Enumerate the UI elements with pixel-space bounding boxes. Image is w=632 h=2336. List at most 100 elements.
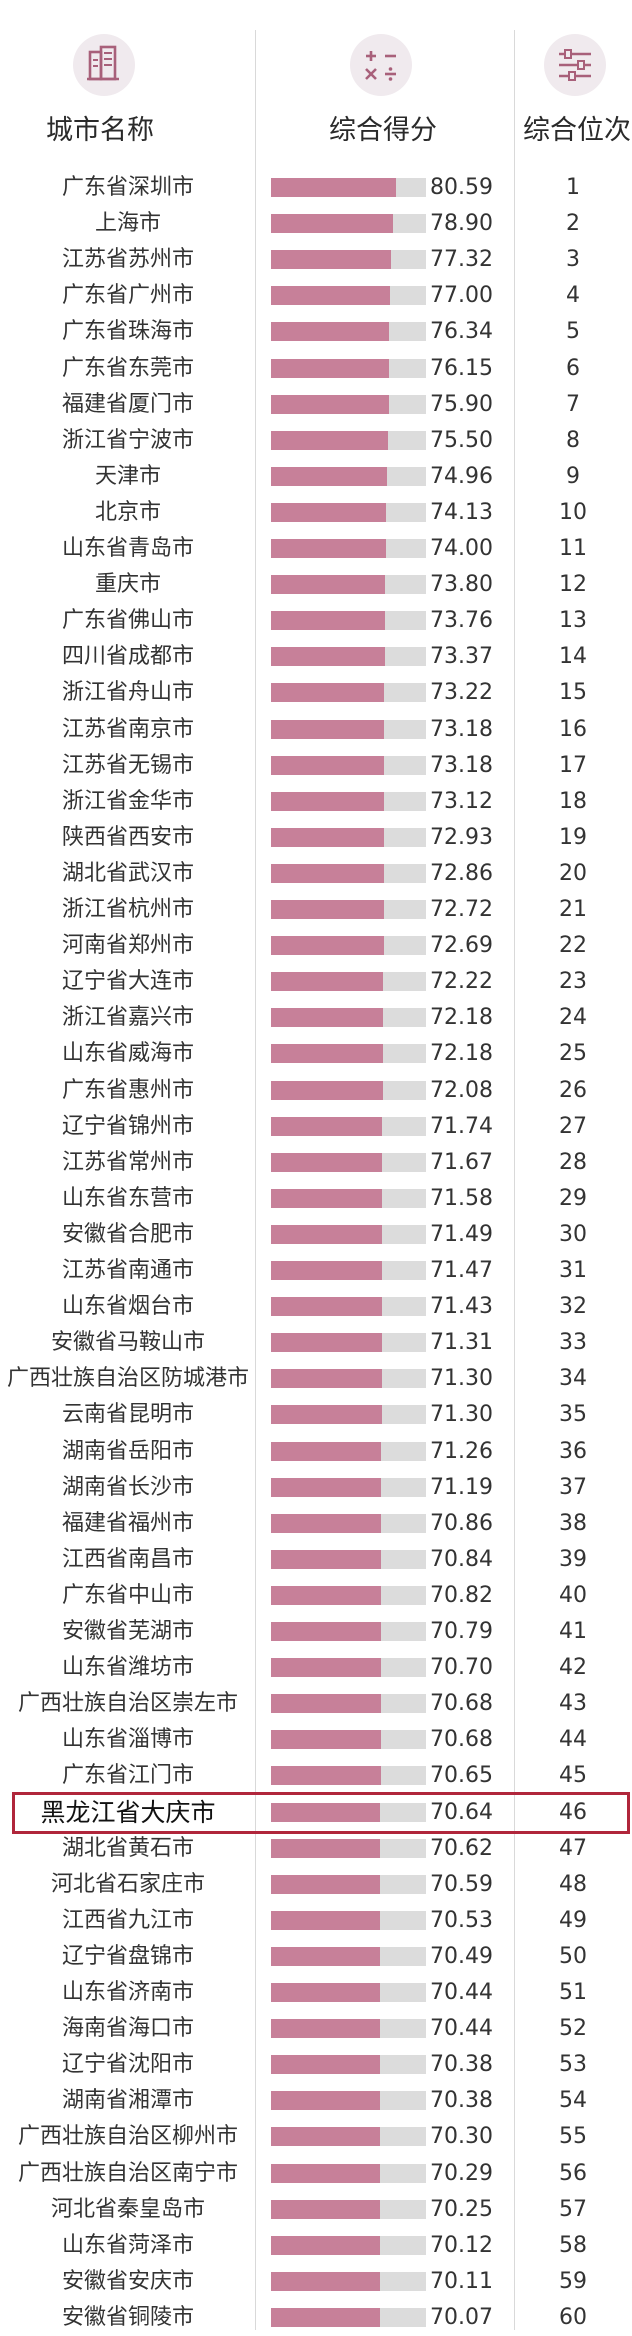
table-row: 浙江省宁波市 75.50 8 bbox=[0, 423, 632, 459]
rank-value: 54 bbox=[559, 2088, 587, 2114]
score-bar bbox=[271, 611, 386, 631]
score-bar-track bbox=[271, 1730, 426, 1750]
rank-value: 6 bbox=[566, 355, 580, 381]
score-bar-track bbox=[271, 1874, 426, 1894]
rank-value: 41 bbox=[559, 1619, 587, 1644]
city-name: 河北省秦皇岛市 bbox=[50, 2196, 205, 2222]
score-bar bbox=[271, 1152, 383, 1172]
rank-value: 30 bbox=[559, 1221, 587, 1247]
score-bar-track bbox=[271, 1008, 426, 1028]
city-name: 海南省海口市 bbox=[61, 2016, 194, 2042]
rank-value: 32 bbox=[559, 1294, 587, 1320]
table-row: 重庆市 73.80 12 bbox=[0, 567, 632, 603]
table-row: 浙江省嘉兴市 72.18 24 bbox=[0, 1000, 632, 1036]
rank-value: 49 bbox=[559, 1907, 587, 1933]
score-value: 70.12 bbox=[430, 2232, 493, 2258]
score-bar-track bbox=[271, 1152, 426, 1172]
score-bar-track bbox=[271, 1694, 426, 1714]
score-value: 70.62 bbox=[430, 1835, 493, 1861]
city-name: 湖南省湘潭市 bbox=[61, 2088, 194, 2114]
city-name: 江西省南昌市 bbox=[61, 1546, 194, 1572]
score-bar-track bbox=[271, 683, 426, 703]
table-row: 江西省南昌市 70.84 39 bbox=[0, 1542, 632, 1578]
table-row: 黑龙江省大庆市 70.64 46 bbox=[0, 1795, 632, 1831]
score-value: 73.18 bbox=[430, 752, 493, 778]
score-bar bbox=[271, 1080, 383, 1100]
score-value: 70.84 bbox=[430, 1546, 493, 1572]
score-bar bbox=[271, 2091, 381, 2111]
score-value: 70.68 bbox=[430, 1727, 493, 1753]
city-name-label: 城市名称 bbox=[46, 115, 154, 146]
score-bar-track bbox=[271, 791, 426, 811]
rank-value: 14 bbox=[559, 644, 587, 670]
score-bar-track bbox=[271, 2235, 426, 2255]
rank-value: 9 bbox=[566, 463, 580, 489]
score-value: 70.38 bbox=[430, 2088, 493, 2114]
table-row: 山东省威海市 72.18 25 bbox=[0, 1036, 632, 1072]
rank-value: 11 bbox=[559, 536, 587, 561]
rank-value: 22 bbox=[559, 933, 587, 959]
score-value: 74.13 bbox=[430, 499, 493, 525]
score-bar-track bbox=[271, 2199, 426, 2219]
score-bar bbox=[271, 1802, 381, 1822]
score-bar bbox=[271, 1622, 381, 1641]
rank-value: 26 bbox=[559, 1077, 587, 1103]
rank-value: 23 bbox=[559, 969, 587, 995]
score-bar-track bbox=[271, 755, 426, 775]
score-value: 71.47 bbox=[430, 1258, 493, 1283]
score-bar bbox=[271, 1224, 382, 1244]
score-value: 72.18 bbox=[430, 1041, 493, 1067]
rank-value: 46 bbox=[559, 1799, 587, 1825]
score-label: 综合得分 bbox=[329, 115, 437, 146]
rank-value: 13 bbox=[559, 608, 587, 634]
score-bar-track bbox=[271, 1224, 426, 1244]
table-row: 上海市 78.90 2 bbox=[0, 206, 632, 242]
score-bar bbox=[271, 1874, 381, 1894]
score-value: 76.15 bbox=[430, 355, 493, 381]
table-row: 四川省成都市 73.37 14 bbox=[0, 639, 632, 675]
rank-value: 55 bbox=[559, 2124, 587, 2150]
table-row: 天津市 74.96 9 bbox=[0, 459, 632, 495]
rank-value: 7 bbox=[566, 391, 580, 417]
score-value: 70.29 bbox=[430, 2160, 493, 2186]
score-bar bbox=[271, 502, 386, 522]
city-name: 广东省佛山市 bbox=[61, 608, 194, 634]
table-row: 辽宁省盘锦市 70.49 50 bbox=[0, 1939, 632, 1975]
rank-value: 15 bbox=[559, 680, 587, 706]
rank-value: 36 bbox=[559, 1438, 587, 1464]
score-bar bbox=[271, 1549, 381, 1569]
rank-value: 38 bbox=[559, 1510, 587, 1536]
rank-value: 2 bbox=[566, 211, 580, 237]
table-row: 湖北省武汉市 72.86 20 bbox=[0, 856, 632, 892]
score-bar bbox=[271, 214, 394, 234]
table-row: 辽宁省锦州市 71.74 27 bbox=[0, 1109, 632, 1145]
score-value: 70.59 bbox=[430, 1871, 493, 1897]
score-value: 71.19 bbox=[430, 1474, 493, 1500]
rank-value: 43 bbox=[559, 1691, 587, 1717]
score-value: 73.18 bbox=[430, 716, 493, 742]
rank-value: 27 bbox=[559, 1113, 587, 1139]
city-name: 广西壮族自治区南宁市 bbox=[17, 2160, 238, 2186]
table-row: 广东省深圳市 80.59 1 bbox=[0, 170, 632, 206]
score-value: 71.30 bbox=[430, 1366, 493, 1392]
score-value: 73.80 bbox=[430, 572, 493, 598]
score-bar bbox=[271, 1116, 383, 1136]
score-value: 72.08 bbox=[430, 1077, 493, 1103]
city-name: 安徽省马鞍山市 bbox=[50, 1330, 205, 1356]
score-bar bbox=[271, 1946, 381, 1966]
score-value: 73.22 bbox=[430, 680, 493, 706]
score-bar-track bbox=[271, 2127, 426, 2147]
score-value: 71.30 bbox=[430, 1402, 493, 1428]
score-bar-track bbox=[271, 1188, 426, 1208]
sliders-icon bbox=[544, 34, 606, 96]
table-row: 河南省郑州市 72.69 22 bbox=[0, 928, 632, 964]
score-bar bbox=[271, 719, 385, 739]
score-bar bbox=[271, 2307, 380, 2327]
score-bar bbox=[271, 430, 389, 450]
score-value: 73.76 bbox=[430, 608, 493, 634]
score-value: 71.31 bbox=[430, 1330, 493, 1356]
table-row: 福建省福州市 70.86 38 bbox=[0, 1506, 632, 1542]
city-name: 湖北省武汉市 bbox=[61, 860, 194, 886]
city-name: 湖北省黄石市 bbox=[61, 1835, 194, 1861]
table-row: 安徽省合肥市 71.49 30 bbox=[0, 1217, 632, 1253]
